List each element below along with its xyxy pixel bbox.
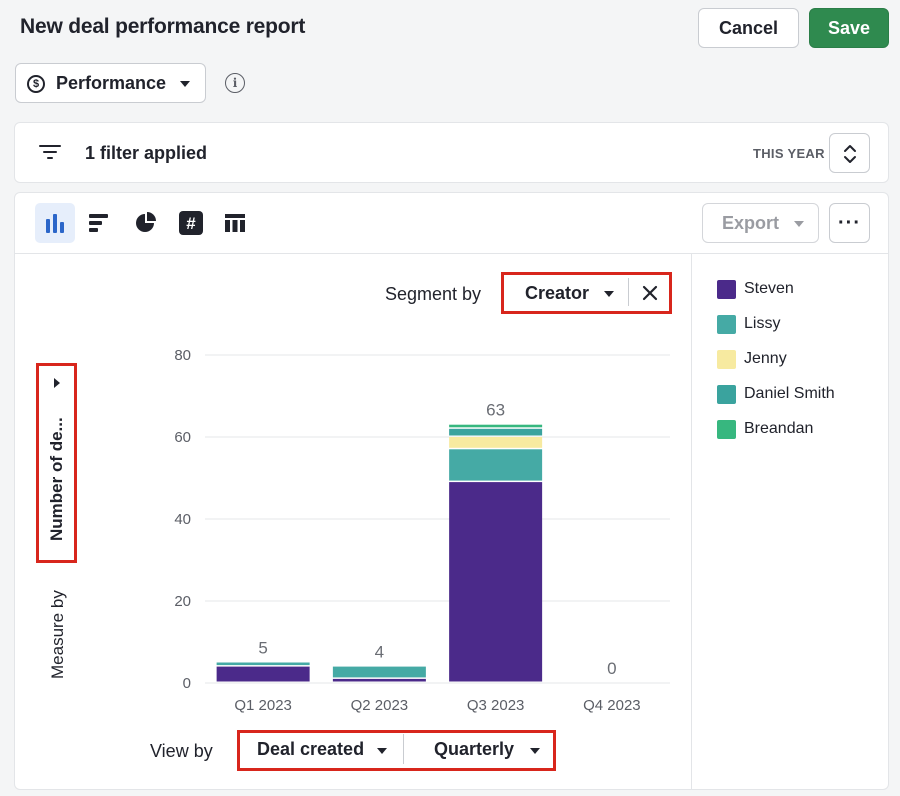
save-button[interactable]: Save (809, 8, 889, 48)
segment-by-label: Segment by (385, 284, 482, 304)
view-by-highlight (237, 730, 556, 771)
bar-total-label: 4 (375, 643, 384, 662)
y-tick-label: 60 (174, 429, 191, 446)
bar-segment (216, 662, 310, 666)
chevron-down-icon (794, 221, 804, 227)
svg-text:#: # (186, 214, 196, 233)
cancel-button[interactable]: Cancel (698, 8, 799, 48)
export-label: Export (722, 213, 780, 233)
view-by-interval-select[interactable]: Quarterly (404, 730, 556, 771)
filter-summary[interactable]: 1 filter applied (85, 143, 208, 163)
vertical-bar-chart-icon[interactable] (35, 203, 75, 243)
bar-total-label: 0 (607, 659, 616, 678)
legend-item[interactable]: Breandan (717, 419, 813, 439)
info-icon[interactable]: i (225, 73, 245, 93)
bar-total-label: 5 (258, 639, 267, 658)
bar-total-label: 63 (486, 401, 505, 420)
period-toggle-button[interactable] (829, 133, 870, 173)
x-tick-label: Q3 2023 (467, 697, 525, 713)
table-icon[interactable] (215, 203, 255, 243)
dollar-circle-icon: $ (27, 75, 45, 93)
segment-highlight (501, 272, 672, 314)
legend-item[interactable]: Jenny (717, 349, 787, 369)
legend-divider (691, 254, 692, 789)
legend-label: Jenny (744, 350, 787, 367)
x-tick-label: Q2 2023 (351, 697, 409, 713)
view-by-secondary: Quarterly (434, 739, 515, 759)
chevron-down-icon (604, 291, 614, 297)
segment-by-select[interactable]: Creator (505, 275, 669, 313)
chevron-down-icon (180, 81, 190, 87)
filter-icon[interactable] (39, 143, 61, 161)
view-by-label: View by (150, 741, 213, 761)
chevron-up-down-icon (844, 145, 856, 163)
legend-swatch (717, 314, 736, 334)
view-by-primary: Deal created (257, 739, 365, 759)
legend-swatch (717, 384, 736, 404)
view-by-divider (403, 734, 404, 764)
legend-swatch (717, 419, 736, 439)
bar-segment (216, 666, 310, 682)
legend-label: Daniel Smith (744, 385, 835, 402)
legend-item[interactable]: Daniel Smith (717, 384, 835, 404)
caret-right-icon (54, 378, 60, 388)
report-type-label: Performance (56, 73, 167, 93)
y-tick-label: 80 (174, 347, 191, 364)
measure-by-select[interactable] (36, 363, 77, 563)
legend-swatch (717, 349, 736, 369)
bar-segment (449, 482, 543, 682)
bar-chart: 0 20 40 60 80 5 Q1 2023 4 Q2 2023 63 Q3 2023 0 Q4 20… (174, 347, 670, 713)
filter-bar: 1 filter applied THIS YEAR (14, 122, 889, 183)
y-tick-label: 0 (183, 675, 191, 692)
close-icon[interactable] (642, 285, 658, 301)
chevron-down-icon (377, 748, 387, 754)
report-header: New deal performance report Cancel Save (0, 0, 900, 58)
segment-divider (628, 278, 629, 306)
export-button[interactable]: Export (702, 203, 819, 243)
y-tick-label: 40 (174, 511, 191, 528)
y-tick-label: 20 (174, 593, 191, 610)
report-panel: # Export ··· Segment by Creator Number o… (14, 192, 889, 790)
view-by-field-select[interactable]: Deal created (237, 730, 403, 771)
more-options-button[interactable]: ··· (829, 203, 870, 243)
horizontal-bar-chart-icon[interactable] (79, 203, 119, 243)
x-tick-label: Q1 2023 (234, 697, 292, 713)
legend-item[interactable]: Lissy (717, 314, 780, 334)
pie-chart-icon[interactable] (125, 203, 165, 243)
bar-segment (449, 424, 543, 428)
page-title: New deal performance report (20, 15, 306, 38)
scorecard-icon[interactable]: # (171, 203, 211, 243)
legend-label: Lissy (744, 315, 781, 332)
period-label: THIS YEAR (753, 146, 825, 161)
bar-segment (332, 678, 426, 682)
legend-item[interactable]: Steven (717, 279, 794, 299)
legend-swatch (717, 279, 736, 299)
bar-segment (332, 666, 426, 678)
legend-label: Breandan (744, 420, 814, 437)
chevron-down-icon (530, 748, 540, 754)
bar-segment (449, 437, 543, 448)
report-type-select[interactable]: $ Performance (15, 63, 206, 103)
legend-label: Steven (744, 280, 794, 297)
chart-toolbar: # Export ··· (15, 193, 888, 254)
bar-segment (449, 449, 543, 481)
segment-value: Creator (525, 283, 590, 303)
bar-segment (449, 428, 543, 436)
x-tick-label: Q4 2023 (583, 697, 641, 713)
measure-by-label: Measure by (48, 590, 67, 679)
measure-value: Number of de... (47, 417, 66, 541)
